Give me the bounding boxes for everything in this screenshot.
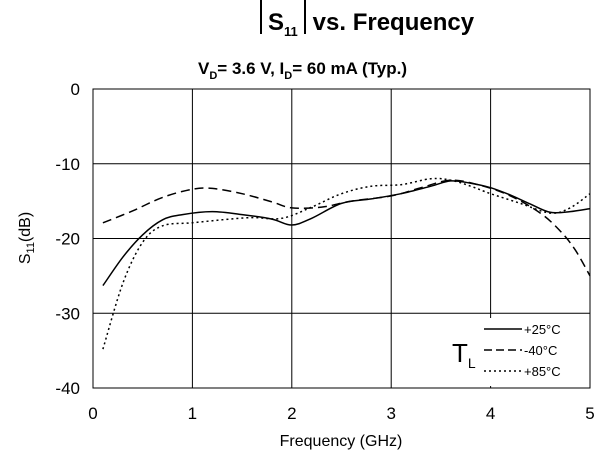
y-tick-label: 0 — [71, 80, 80, 99]
y-axis-label-rest: (dB) — [17, 212, 34, 242]
y-tick-label: -40 — [55, 379, 80, 398]
y-axis-label-main: S — [17, 253, 34, 264]
x-tick-label: 0 — [88, 404, 97, 423]
series-line-m40c — [102, 179, 591, 277]
x-tick-label: 4 — [486, 404, 495, 423]
series-line-85c — [102, 177, 591, 350]
subtitle-i-rest: = 60 mA (Typ.) — [292, 59, 407, 78]
title-s-subscript: 11 — [284, 24, 298, 39]
legend-title: TL — [452, 338, 476, 371]
legend-label-m40c: -40°C — [524, 343, 557, 358]
x-axis-label: Frequency (GHz) — [280, 433, 403, 450]
y-tick-label: -10 — [55, 155, 80, 174]
chart-title: S 11 vs. Frequency — [260, 0, 475, 39]
y-tick-label: -20 — [55, 230, 80, 249]
x-tick-label: 3 — [386, 404, 395, 423]
subtitle-v: V — [198, 59, 210, 78]
title-s-letter: S — [268, 9, 284, 36]
x-tick-label: 1 — [188, 404, 197, 423]
x-tick-label: 5 — [585, 404, 594, 423]
y-tick-label: -30 — [55, 304, 80, 323]
legend-label-25c: +25°C — [524, 322, 561, 337]
chart-subtitle: VD= 3.6 V, ID= 60 mA (Typ.) — [198, 59, 407, 82]
subtitle-i-sub: D — [284, 70, 292, 82]
y-axis-label-sub: 11 — [25, 242, 37, 253]
plot-area — [92, 88, 591, 389]
series-line-25c — [102, 180, 591, 287]
legend-title-sub: L — [468, 355, 476, 371]
y-axis-label: S11(dB) — [17, 212, 37, 264]
legend-title-main: T — [452, 338, 468, 368]
title-rest: vs. Frequency — [306, 9, 475, 36]
plot-frame — [92, 88, 591, 389]
subtitle-v-rest: = 3.6 V, I — [217, 59, 284, 78]
series-lines — [102, 177, 591, 350]
y-tick-labels: 0 -10 -20 -30 -40 — [55, 80, 80, 398]
subtitle-v-sub: D — [209, 70, 217, 82]
x-tick-label: 2 — [287, 404, 296, 423]
legend: TL +25°C -40°C +85°C — [446, 318, 588, 386]
x-tick-labels: 0 1 2 3 4 5 — [88, 404, 594, 423]
legend-label-85c: +85°C — [524, 364, 561, 379]
